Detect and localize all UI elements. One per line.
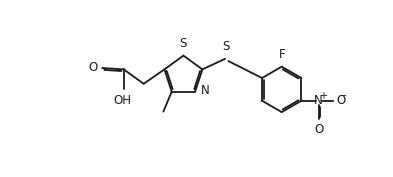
Text: −: − — [340, 91, 347, 101]
Text: F: F — [278, 48, 285, 61]
Text: O: O — [314, 123, 323, 136]
Text: O: O — [88, 61, 97, 75]
Text: OH: OH — [113, 94, 131, 107]
Text: +: + — [319, 91, 327, 101]
Text: N: N — [314, 94, 323, 107]
Text: S: S — [179, 37, 187, 50]
Text: S: S — [222, 40, 230, 53]
Text: N: N — [201, 84, 210, 97]
Text: O: O — [336, 94, 345, 107]
